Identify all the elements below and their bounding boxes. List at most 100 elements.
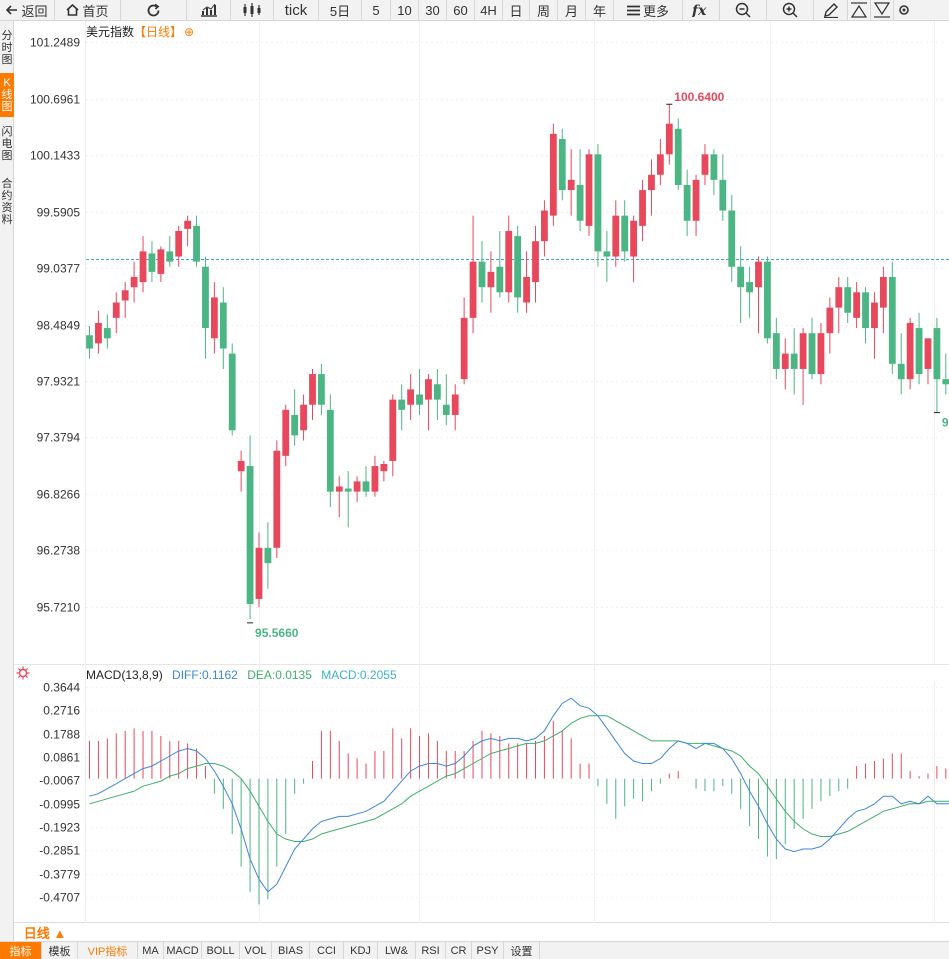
candle-body (398, 399, 406, 410)
settings-button[interactable] (894, 0, 914, 20)
period-5d-button[interactable]: 5日 (319, 0, 362, 20)
add-indicator-icon[interactable]: ⊕ (184, 25, 195, 39)
candle-body (371, 466, 379, 492)
period-30-button[interactable]: 30 (419, 0, 447, 20)
vol-tab[interactable]: VOL (240, 942, 272, 959)
candle-body (326, 409, 334, 492)
settings-tab[interactable]: 设置 (504, 942, 540, 959)
candle-body (915, 328, 923, 375)
indicator-settings-icon[interactable] (16, 666, 30, 680)
lw-tab[interactable]: LW& (378, 942, 416, 959)
period-4h-button[interactable]: 4H (475, 0, 503, 20)
indicator-bar: 指标 模板 VIP指标 MA MACD BOLL VOL BIAS CCI KDJ LW& RSI CR… (0, 941, 949, 959)
candle-body (585, 154, 593, 226)
macd-tick-label: 0.2716 (43, 704, 80, 718)
candle-body (219, 302, 227, 349)
instrument-name: 美元指数 (86, 25, 135, 39)
more-label: 更多 (642, 3, 669, 19)
price-tick-label: 97.9321 (37, 375, 81, 389)
draw-button[interactable] (814, 0, 848, 20)
indicator-tab[interactable]: 指标 (0, 942, 42, 959)
macd-diff-value: DIFF:0.1162 (172, 668, 238, 682)
zoom-in-button[interactable] (767, 0, 814, 20)
period-year-label: 年 (592, 3, 606, 19)
candle-body (826, 307, 834, 334)
candle-body (683, 184, 691, 221)
template-tab[interactable]: 模板 (42, 942, 78, 959)
collapse-down-button[interactable] (871, 0, 894, 20)
period-10-button[interactable]: 10 (391, 0, 419, 20)
kdj-tab[interactable]: KDJ (344, 942, 378, 959)
period-week-button[interactable]: 周 (530, 0, 558, 20)
candle-body (897, 363, 905, 380)
candle-body (353, 481, 361, 492)
candle-body (692, 179, 700, 221)
period-day-button[interactable]: 日 (503, 0, 530, 20)
bias-tab[interactable]: BIAS (272, 942, 310, 959)
candle-body (416, 394, 423, 405)
macd-tick-label: -0.3779 (39, 868, 80, 882)
cci-tab[interactable]: CCI (310, 942, 344, 959)
nav-kline-chart[interactable]: K线图 (0, 73, 14, 117)
candle-body (166, 251, 174, 262)
candle-body (130, 276, 138, 288)
candle-body (781, 353, 789, 369)
more-button[interactable]: 更多 (614, 0, 683, 20)
tick-button[interactable]: tick (274, 0, 319, 20)
cr-tab[interactable]: CR (446, 942, 472, 959)
candle-body (799, 333, 807, 369)
candle-body (862, 292, 869, 329)
refresh-button[interactable] (121, 0, 187, 20)
candle-body (541, 210, 548, 242)
psy-tab[interactable]: PSY (472, 942, 504, 959)
candle-body (309, 374, 316, 405)
macd-tick-label: -0.0995 (39, 798, 80, 812)
period-select[interactable]: 日线 ▲ (14, 923, 76, 941)
back-label: 返回 (21, 3, 48, 19)
macd-tick-label: -0.0067 (39, 774, 80, 788)
candle-body (639, 190, 646, 226)
back-button[interactable]: 返回 (0, 0, 55, 20)
period-5-button[interactable]: 5 (362, 0, 391, 20)
candle-body (425, 379, 432, 400)
candle-body (924, 338, 932, 369)
price-tick-label: 99.5905 (37, 206, 81, 220)
period-60-button[interactable]: 60 (447, 0, 475, 20)
svg-text:fx: fx (692, 3, 707, 17)
macd-tab[interactable]: MACD (164, 942, 202, 959)
chart-area[interactable]: 101.2489 100.6961 100.1433 99.5905 99.0377 98… (14, 21, 949, 923)
candle-body (942, 379, 949, 385)
rsi-tab[interactable]: RSI (416, 942, 446, 959)
period-month-button[interactable]: 月 (558, 0, 586, 20)
candle-body (888, 276, 896, 364)
period-year-button[interactable]: 年 (586, 0, 614, 20)
period-30-label: 30 (425, 2, 440, 18)
candle-body (746, 282, 753, 293)
zoom-out-button[interactable] (720, 0, 767, 20)
ma-tab[interactable]: MA (138, 942, 164, 959)
candle-body (764, 261, 771, 339)
chart-style-button[interactable] (187, 0, 231, 20)
macd-tick-label: -0.2851 (39, 844, 80, 858)
boll-tab[interactable]: BOLL (202, 942, 240, 959)
candle-style-button[interactable] (231, 0, 274, 20)
candle-body (442, 404, 450, 415)
candle-body (184, 220, 192, 229)
candle-body (567, 179, 575, 191)
nav-timeshare-chart[interactable]: 分时图 (1, 30, 13, 66)
price-macd-chart[interactable]: 101.2489 100.6961 100.1433 99.5905 99.0377 98… (14, 21, 949, 923)
nav-contract-info[interactable]: 合约资料 (1, 178, 13, 226)
candlestick-icon (243, 3, 261, 17)
collapse-up-button[interactable] (848, 0, 871, 20)
price-tick-label: 96.2738 (37, 544, 81, 558)
triangle-down-icon (873, 2, 891, 18)
period-day-label: 日 (509, 3, 523, 19)
vip-indicator-tab[interactable]: VIP指标 (78, 942, 138, 959)
nav-flash-chart[interactable]: 闪电图 (1, 126, 13, 162)
zoom-in-icon (782, 2, 798, 18)
formula-button[interactable]: fx (683, 0, 720, 20)
candle-body (656, 154, 664, 175)
home-button[interactable]: 首页 (55, 0, 121, 20)
candle-body (496, 266, 504, 293)
